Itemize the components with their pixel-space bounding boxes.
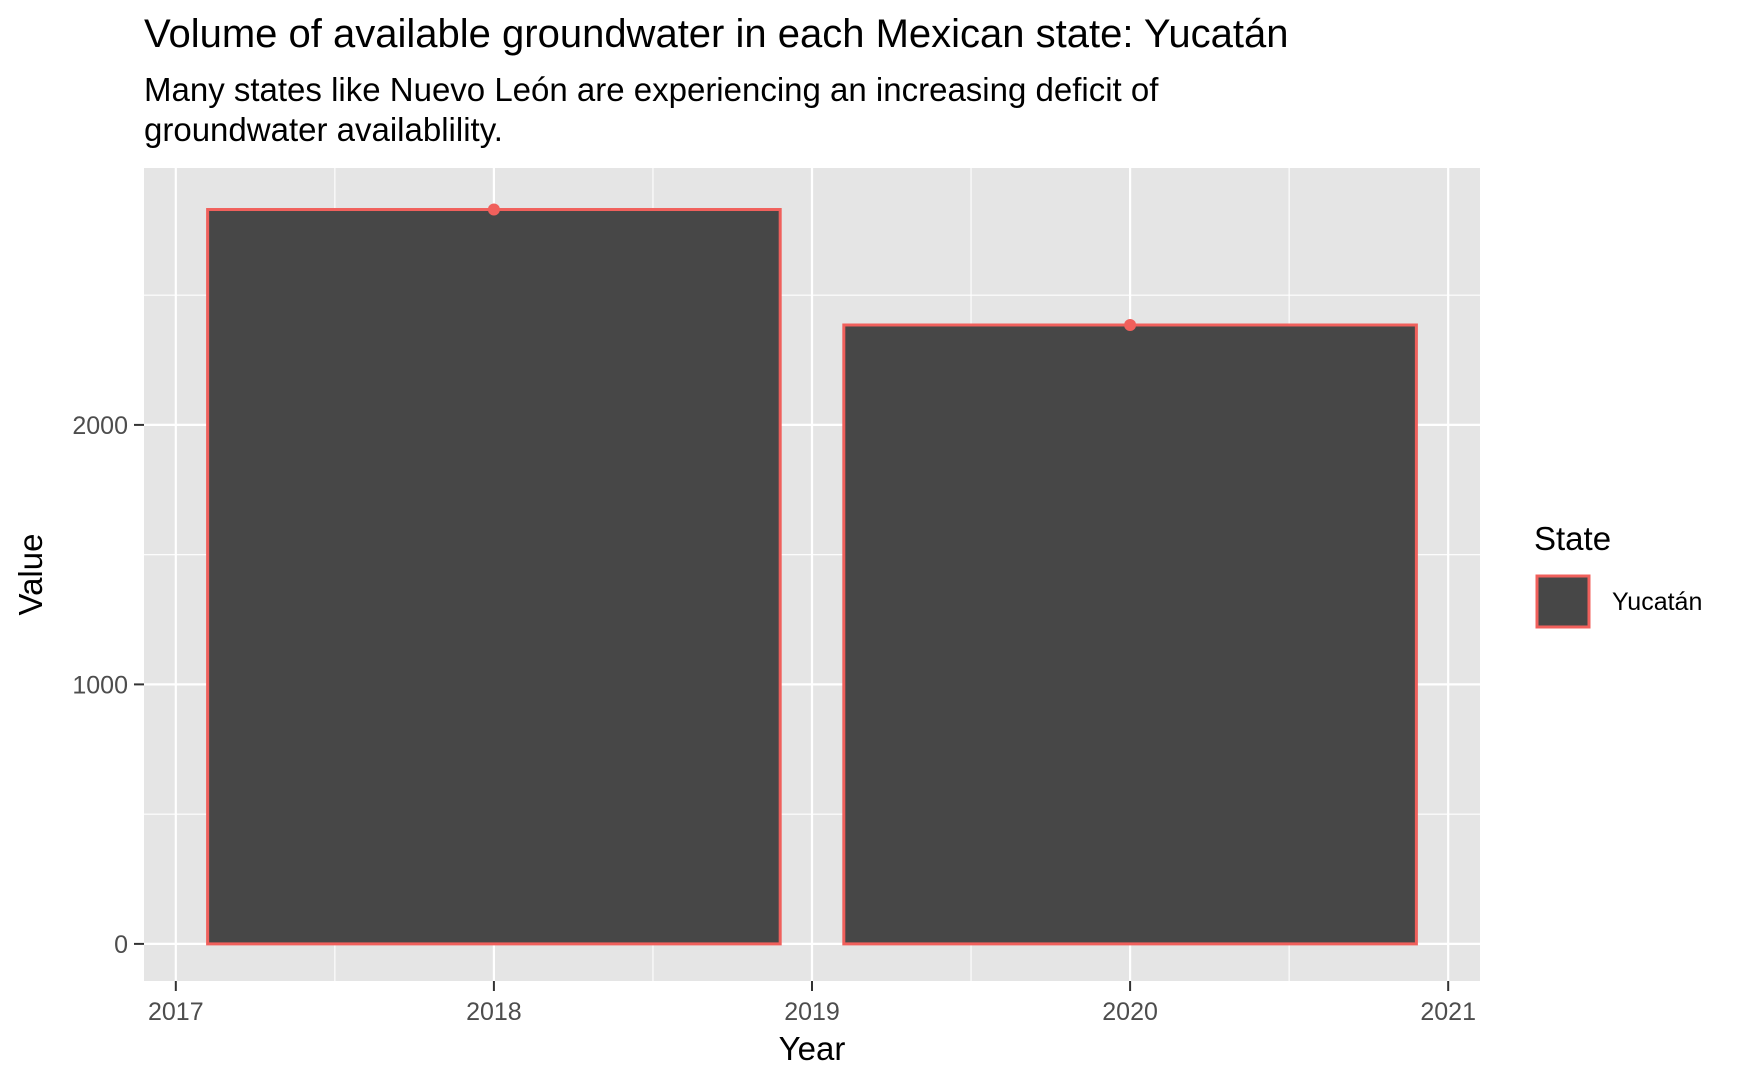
legend-key-yucatan [1535, 574, 1591, 629]
y-axis-title: Value [12, 534, 49, 616]
legend-title: State [1534, 520, 1611, 557]
x-tick-label: 2019 [784, 998, 840, 1026]
bar-series [206, 208, 1418, 946]
point-series [487, 203, 1137, 331]
chart-title: Volume of available groundwater in each … [144, 12, 1289, 56]
x-tick-label: 2018 [466, 998, 522, 1026]
x-axis: 2017 2018 2019 2020 2021 [148, 981, 1476, 1026]
point-2018 [487, 203, 500, 216]
x-tick-label: 2020 [1102, 998, 1158, 1026]
chart-subtitle: Many states like Nuevo León are experien… [144, 71, 1159, 148]
y-tick-label: 0 [114, 931, 128, 959]
y-tick-label: 1000 [72, 671, 128, 699]
y-axis: 0 1000 2000 [72, 412, 144, 959]
bar-2018 [206, 208, 782, 946]
point-2020 [1124, 318, 1137, 331]
legend-label-yucatan: Yucatán [1612, 588, 1702, 616]
x-axis-title: Year [779, 1030, 846, 1067]
legend: State Yucatán [1534, 520, 1702, 629]
bar-2020 [842, 323, 1418, 946]
x-tick-label: 2021 [1420, 998, 1476, 1026]
x-tick-label: 2017 [148, 998, 204, 1026]
y-tick-label: 2000 [72, 412, 128, 440]
